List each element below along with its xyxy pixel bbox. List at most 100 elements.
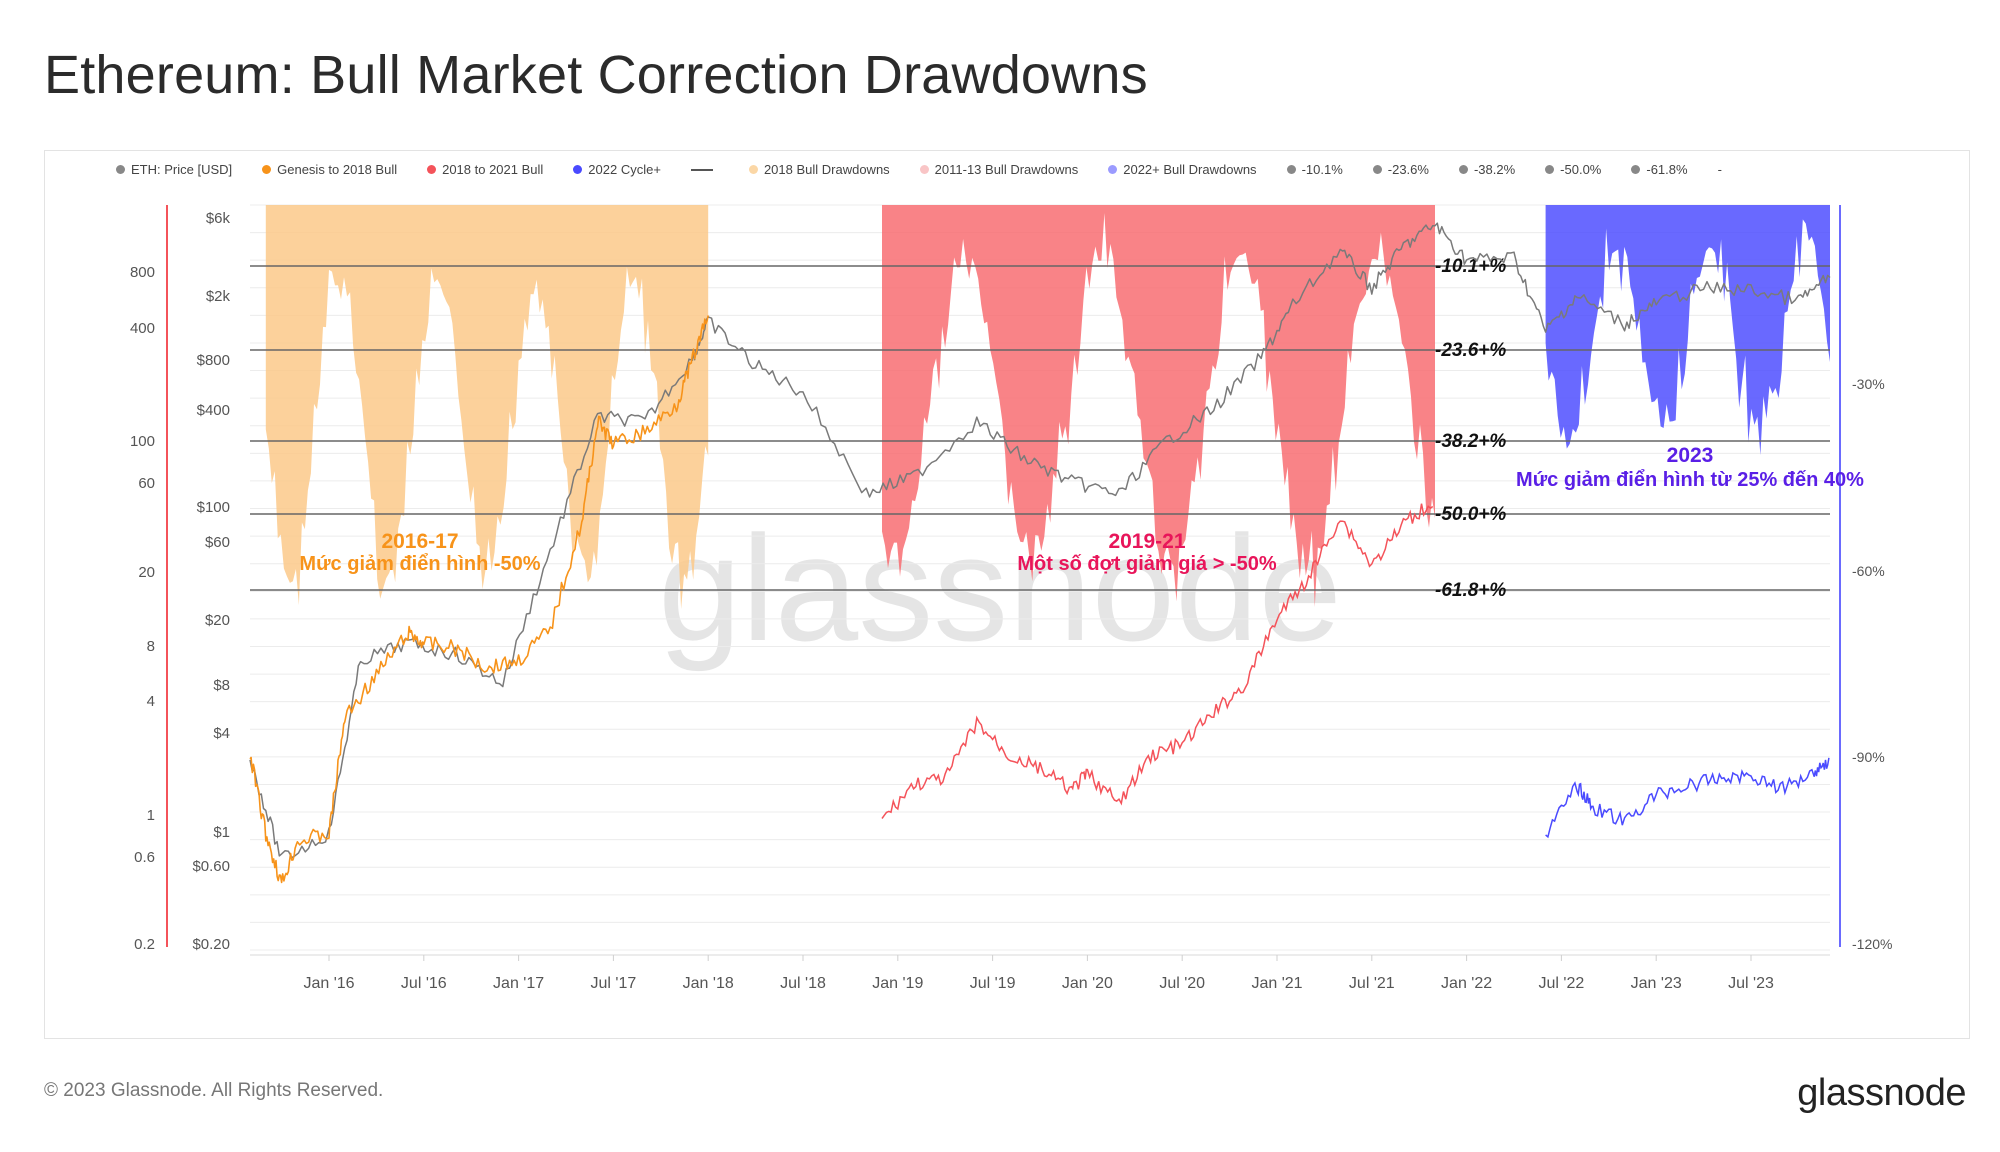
y-axis-right-tick: -120%	[1852, 936, 1892, 952]
x-axis-tick: Jan '21	[1251, 975, 1302, 992]
legend-dot-marker	[748, 165, 758, 174]
chart-title: Ethereum: Bull Market Correction Drawdow…	[44, 45, 1148, 105]
watermark: glassnode	[658, 504, 1342, 672]
legend-dot-marker	[116, 165, 125, 174]
legend-label: -61.8%	[1646, 162, 1688, 177]
legend-item[interactable]: ETH: Price [USD]	[116, 162, 232, 177]
y-axis-outer-tick: 4	[147, 693, 155, 710]
x-axis-tick: Jul '16	[401, 975, 447, 992]
legend-label: 2022 Cycle+	[588, 162, 661, 177]
drawdown-band-2022	[1545, 205, 1830, 455]
legend-label: -10.1%	[1301, 162, 1343, 177]
x-axis-tick: Jan '18	[683, 975, 734, 992]
y-axis-price-tick: $6k	[206, 210, 231, 227]
x-axis-tick: Jan '16	[303, 975, 354, 992]
y-axis-price-tick: $4	[213, 725, 230, 742]
y-axis-price-tick: $400	[197, 402, 230, 419]
legend-dot-marker	[919, 165, 929, 174]
fib-level-label: -10.1+%	[1435, 256, 1506, 277]
y-axis-price-tick: $20	[205, 612, 230, 629]
legend-label: 2018 to 2021 Bull	[442, 162, 544, 177]
legend-line-marker	[690, 168, 713, 171]
legend-label: -	[1717, 162, 1722, 177]
legend-label: -38.2%	[1473, 162, 1516, 177]
y-axis-price-tick: $0.60	[192, 858, 230, 875]
legend-label: Genesis to 2018 Bull	[277, 162, 398, 177]
x-axis-tick: Jul '17	[591, 975, 637, 992]
legend-label: ETH: Price [USD]	[131, 162, 233, 177]
y-axis-outer-tick: 100	[130, 433, 155, 450]
annotation-text: Mức giảm điển hình từ 25% đến 40%	[1516, 469, 1864, 491]
x-axis-tick: Jan '19	[872, 975, 923, 992]
series-2022-cycle	[1545, 757, 1830, 839]
y-axis-outer-tick: 20	[138, 564, 155, 581]
legend-dot-marker	[1372, 165, 1382, 174]
annotation-text: Mức giảm điển hình -50%	[299, 553, 540, 575]
fib-level-label: -38.2+%	[1435, 431, 1506, 452]
drawdown-band-2018	[265, 205, 709, 609]
y-axis-price-tick: $800	[197, 352, 230, 369]
x-axis-tick: Jul '23	[1728, 975, 1774, 992]
y-axis-outer-tick: 1	[147, 807, 155, 824]
x-axis-tick: Jul '19	[970, 975, 1016, 992]
x-axis-tick: Jul '22	[1539, 975, 1585, 992]
legend-label: 2011-13 Bull Drawdowns	[934, 162, 1079, 177]
x-axis-tick: Jan '23	[1631, 975, 1682, 992]
series-2018-to-2021	[881, 503, 1434, 819]
fib-level-label: -23.6+%	[1435, 340, 1506, 361]
series-genesis-to-2018	[249, 315, 709, 884]
annotation-title: 2016-17	[381, 530, 458, 553]
chart-legend: ETH: Price [USD] Genesis to 2018 Bull 2018…	[116, 162, 1752, 177]
y-axis-outer-tick: 0.6	[134, 849, 155, 866]
legend-dot-marker	[1631, 165, 1641, 174]
x-axis-tick: Jan '17	[493, 975, 544, 992]
y-axis-price-tick: $60	[205, 534, 230, 551]
y-axis-price-tick: $1	[213, 824, 230, 841]
y-axis-price-tick: $100	[197, 499, 230, 516]
legend-item[interactable]: -10.1%	[1286, 162, 1343, 177]
legend-dot-marker	[1108, 165, 1118, 174]
legend-dot-marker	[1545, 165, 1555, 174]
legend-item[interactable]: 2022 Cycle+	[573, 162, 661, 177]
legend-dot-marker	[427, 165, 437, 174]
legend-dot-marker	[1286, 165, 1296, 174]
legend-label: 2018 Bull Drawdowns	[763, 162, 890, 177]
legend-label: 2022+ Bull Drawdowns	[1123, 162, 1257, 177]
y-axis-right-tick: -60%	[1852, 563, 1885, 579]
x-axis-tick: Jan '20	[1062, 975, 1113, 992]
legend-item[interactable]	[690, 162, 719, 177]
legend-item[interactable]: -50.0%	[1545, 162, 1601, 177]
legend-dot-marker	[1458, 165, 1468, 174]
legend-item[interactable]: -	[1718, 162, 1722, 177]
annotation-title: 2019-21	[1108, 530, 1185, 553]
y-axis-right-tick: -90%	[1852, 749, 1885, 765]
legend-item[interactable]: 2018 Bull Drawdowns	[748, 162, 890, 177]
y-axis-price-tick: $2k	[206, 288, 231, 305]
fib-level-label: -61.8+%	[1435, 580, 1506, 601]
annotation-text: Một số đợt giảm giá > -50%	[1017, 553, 1276, 575]
x-axis-tick: Jul '20	[1159, 975, 1205, 992]
legend-item[interactable]: 2018 to 2021 Bull	[427, 162, 543, 177]
fib-level-label: -50.0+%	[1435, 504, 1506, 525]
y-axis-outer-tick: 0.2	[134, 936, 155, 953]
legend-item[interactable]: 2022+ Bull Drawdowns	[1108, 162, 1257, 177]
y-axis-outer-tick: 800	[130, 264, 155, 281]
legend-dot-marker	[262, 165, 272, 174]
x-axis-tick: Jul '21	[1349, 975, 1395, 992]
annotation-title: 2023	[1667, 444, 1714, 467]
legend-item[interactable]: -23.6%	[1372, 162, 1429, 177]
legend-label: -50.0%	[1560, 162, 1602, 177]
y-axis-outer-tick: 8	[147, 638, 155, 655]
y-axis-outer-tick: 400	[130, 320, 155, 337]
legend-dot-marker	[573, 165, 583, 174]
drawdown-band-2021	[882, 205, 1435, 607]
x-axis-tick: Jul '18	[780, 975, 826, 992]
legend-item[interactable]: 2011-13 Bull Drawdowns	[919, 162, 1079, 177]
brand-logo: glassnode	[1797, 1072, 1966, 1114]
y-axis-price-tick: $8	[213, 677, 230, 694]
legend-item[interactable]: -38.2%	[1458, 162, 1516, 177]
legend-item[interactable]: -61.8%	[1631, 162, 1688, 177]
legend-item[interactable]: Genesis to 2018 Bull	[262, 162, 397, 177]
y-axis-right-tick: -30%	[1852, 376, 1885, 392]
